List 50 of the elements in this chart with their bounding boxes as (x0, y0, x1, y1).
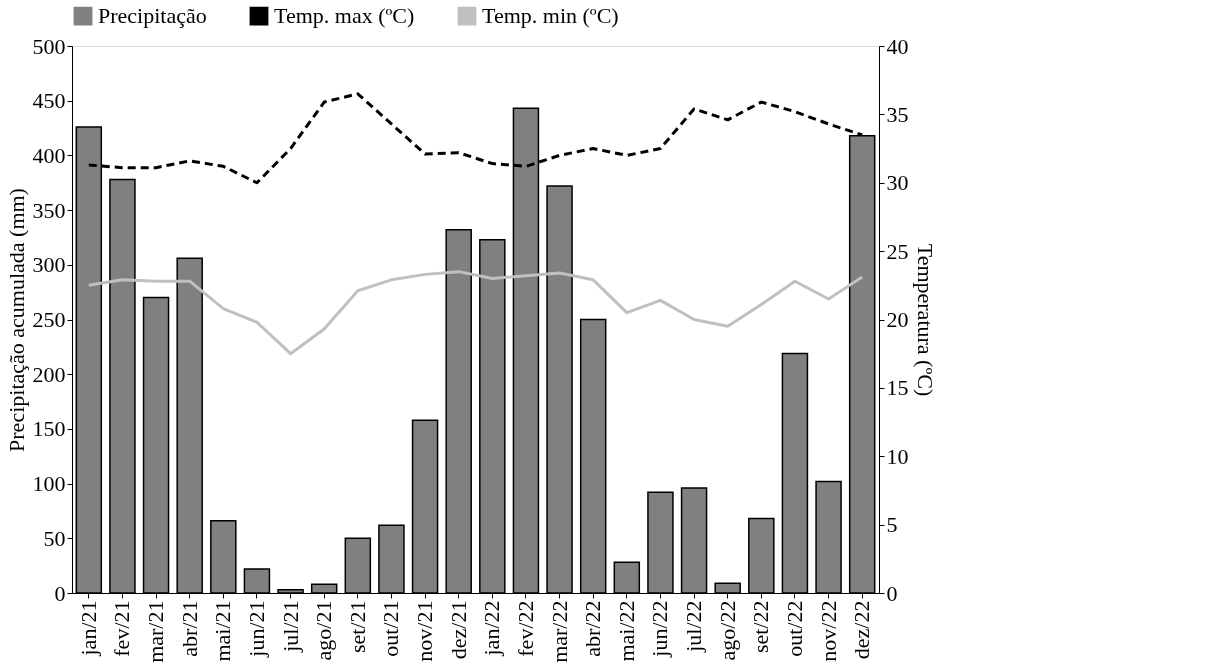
x-tick-label: fev/21 (109, 600, 135, 657)
y-tick-label: 400 (32, 142, 66, 168)
y-tick-label: 100 (32, 471, 66, 497)
x-tick-label: fev/22 (512, 600, 538, 657)
y-tick-label: 200 (32, 361, 66, 387)
y-tick-label: 500 (32, 33, 66, 59)
x-tick-label: mai/21 (210, 600, 236, 662)
line-series (87, 270, 864, 356)
y2-tick-label: 15 (886, 375, 909, 401)
x-tick-label: dez/21 (445, 600, 471, 660)
y-axis-title: Precipitação acumulada (mm) (3, 188, 29, 452)
x-tick-label: nov/21 (412, 600, 438, 662)
x-tick-label: mar/21 (143, 600, 169, 663)
legend-label: Precipitação (98, 3, 207, 29)
x-tick-label: jan/21 (75, 600, 101, 657)
x-tick-label: out/22 (781, 600, 807, 657)
y2-axis-title: Temperatura (ºC) (912, 243, 938, 397)
y-tick-label: 350 (32, 197, 66, 223)
x-tick-label: mai/22 (613, 600, 639, 662)
legend-label: Temp. max (ºC) (274, 3, 415, 29)
x-tick-label: abr/22 (580, 600, 606, 657)
x-tick-label: out/21 (378, 600, 404, 657)
y-tick-label: 450 (32, 88, 66, 114)
y2-tick-label: 25 (886, 238, 909, 264)
y2-tick-label: 5 (886, 512, 898, 538)
y-tick-label: 50 (43, 525, 66, 551)
x-tick-label: set/22 (748, 600, 774, 654)
x-tick-label: jun/22 (647, 600, 673, 658)
y2-tick-label: 0 (886, 580, 898, 606)
x-tick-label: dez/22 (849, 600, 875, 660)
x-tick-label: jun/21 (243, 600, 269, 658)
y-tick-label: 300 (32, 252, 66, 278)
y2-tick-label: 10 (886, 443, 909, 469)
y-tick-label: 250 (32, 307, 66, 332)
y2-tick-label: 20 (886, 307, 909, 332)
y2-tick-label: 40 (886, 33, 909, 59)
y2-tick-label: 35 (886, 101, 909, 127)
y-tick-label: 150 (32, 416, 66, 442)
x-tick-label: jan/22 (479, 600, 505, 657)
x-tick-label: nov/22 (815, 600, 841, 662)
x-tick-label: ago/22 (714, 600, 740, 661)
y-tick-label: 0 (54, 580, 66, 606)
x-tick-label: jul/22 (681, 600, 707, 653)
x-tick-label: set/21 (344, 600, 370, 654)
x-tick-label: jul/21 (277, 600, 303, 653)
y2-tick-label: 30 (886, 170, 909, 196)
x-tick-label: mar/22 (546, 600, 572, 663)
x-tick-label: abr/21 (176, 600, 202, 657)
legend-label: Temp. min (ºC) (482, 3, 619, 29)
x-tick-label: ago/21 (311, 600, 337, 661)
